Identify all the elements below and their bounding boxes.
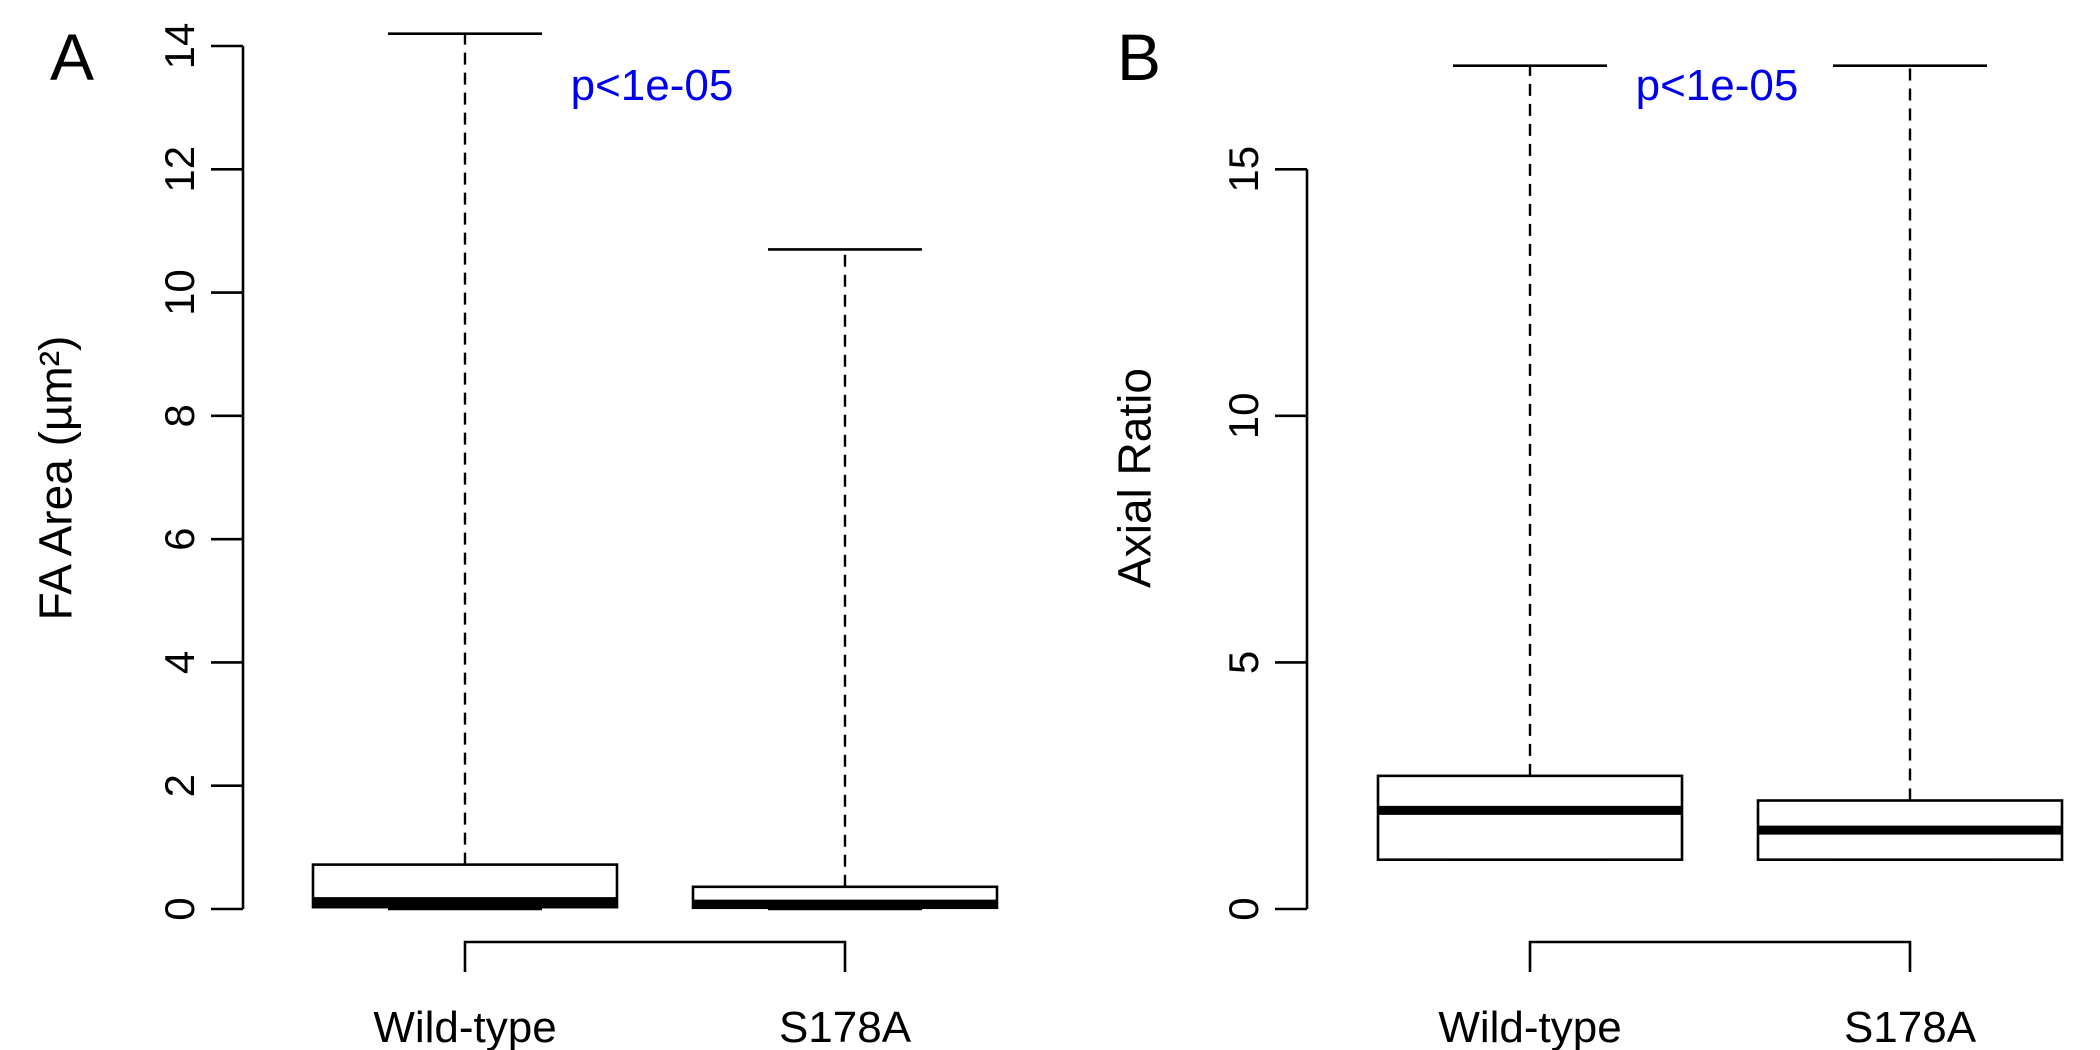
y-axis-label: FA Area (µm²) xyxy=(30,336,82,621)
chart-panel-b: B Axial Ratio 0 5 10 15 Wild-type S178A p<1e-05 xyxy=(1109,20,2064,1050)
x-axis-bracket xyxy=(463,940,847,972)
box-0 xyxy=(311,32,619,911)
x-tick-label: Wild-type xyxy=(373,1003,556,1050)
y-tick-label: 5 xyxy=(1220,651,1267,674)
y-tick-label: 10 xyxy=(1220,392,1267,439)
y-tick-label: 6 xyxy=(156,527,203,550)
box-0 xyxy=(1376,64,1684,861)
y-tick-label: 10 xyxy=(156,269,203,316)
box-1 xyxy=(1756,64,2064,861)
y-axis-label: Axial Ratio xyxy=(1109,368,1161,588)
box-1 xyxy=(691,248,999,911)
p-value-annotation: p<1e-05 xyxy=(571,61,734,110)
x-axis-bracket xyxy=(1528,940,1912,972)
y-tick-label: 0 xyxy=(1220,897,1267,920)
y-tick-label: 0 xyxy=(156,897,203,920)
panel-label: A xyxy=(50,20,94,94)
p-value-annotation: p<1e-05 xyxy=(1636,61,1799,110)
y-tick-label: 8 xyxy=(156,404,203,427)
y-tick-label: 2 xyxy=(156,774,203,797)
chart-panel-a: A FA Area (µm²) 0 2 4 6 8 10 12 14 Wild-type S178A p… xyxy=(30,20,999,1050)
y-tick-label: 4 xyxy=(156,651,203,674)
y-tick-label: 15 xyxy=(1220,146,1267,193)
x-tick-label: S178A xyxy=(779,1003,912,1050)
x-tick-label: Wild-type xyxy=(1438,1003,1621,1050)
box-iqr xyxy=(1376,774,1684,861)
y-tick-label: 14 xyxy=(156,23,203,70)
panel-label: B xyxy=(1117,20,1161,94)
x-tick-label: S178A xyxy=(1844,1003,1977,1050)
y-tick-label: 12 xyxy=(156,146,203,193)
